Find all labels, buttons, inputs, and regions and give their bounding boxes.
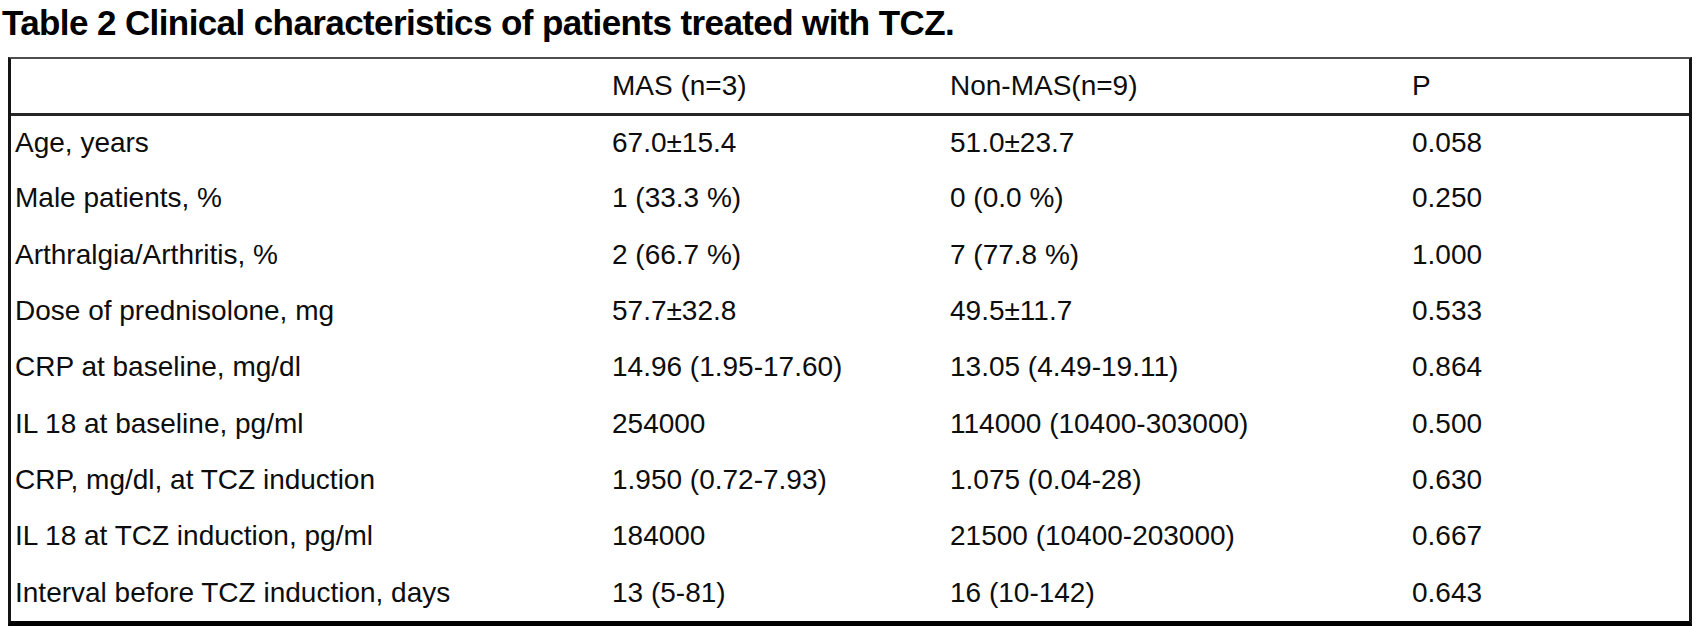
col-header-mas: MAS (n=3) bbox=[612, 59, 950, 114]
p-value: 0.250 bbox=[1412, 170, 1689, 226]
col-header-p: P bbox=[1412, 59, 1689, 114]
row-label: IL 18 at TCZ induction, pg/ml bbox=[11, 508, 612, 564]
non-mas-value: 16 (10-142) bbox=[950, 565, 1412, 621]
non-mas-value: 49.5±11.7 bbox=[950, 283, 1412, 339]
col-header-non-mas: Non-MAS(n=9) bbox=[950, 59, 1412, 114]
row-label: Male patients, % bbox=[11, 170, 612, 226]
table-row-interval-before-tcz: Interval before TCZ induction, days 13 (… bbox=[11, 565, 1689, 621]
header-row: MAS (n=3) Non-MAS(n=9) P bbox=[11, 59, 1689, 114]
table-row-prednisolone-dose: Dose of prednisolone, mg 57.7±32.8 49.5±… bbox=[11, 283, 1689, 339]
mas-value: 13 (5-81) bbox=[612, 565, 950, 621]
table-row-crp-tcz-induction: CRP, mg/dl, at TCZ induction 1.950 (0.72… bbox=[11, 452, 1689, 508]
col-header-characteristic bbox=[11, 59, 612, 114]
mas-value: 184000 bbox=[612, 508, 950, 564]
non-mas-value: 114000 (10400-303000) bbox=[950, 396, 1412, 452]
non-mas-value: 1.075 (0.04-28) bbox=[950, 452, 1412, 508]
non-mas-value: 13.05 (4.49-19.11) bbox=[950, 339, 1412, 395]
table-row-crp-baseline: CRP at baseline, mg/dl 14.96 (1.95-17.60… bbox=[11, 339, 1689, 395]
row-label: CRP at baseline, mg/dl bbox=[11, 339, 612, 395]
table-frame: MAS (n=3) Non-MAS(n=9) P Age, years 67.0… bbox=[8, 57, 1692, 626]
p-value: 0.058 bbox=[1412, 114, 1689, 170]
row-label: Arthralgia/Arthritis, % bbox=[11, 227, 612, 283]
mas-value: 57.7±32.8 bbox=[612, 283, 950, 339]
p-value: 0.864 bbox=[1412, 339, 1689, 395]
p-value: 0.643 bbox=[1412, 565, 1689, 621]
table-row-arthralgia: Arthralgia/Arthritis, % 2 (66.7 %) 7 (77… bbox=[11, 227, 1689, 283]
non-mas-value: 7 (77.8 %) bbox=[950, 227, 1412, 283]
non-mas-value: 0 (0.0 %) bbox=[950, 170, 1412, 226]
p-value: 0.630 bbox=[1412, 452, 1689, 508]
mas-value: 254000 bbox=[612, 396, 950, 452]
row-label: Age, years bbox=[11, 114, 612, 170]
p-value: 0.500 bbox=[1412, 396, 1689, 452]
row-label: Interval before TCZ induction, days bbox=[11, 565, 612, 621]
table-row-il18-baseline: IL 18 at baseline, pg/ml 254000 114000 (… bbox=[11, 396, 1689, 452]
mas-value: 1 (33.3 %) bbox=[612, 170, 950, 226]
table-title: Table 2 Clinical characteristics of pati… bbox=[2, 1, 954, 45]
mas-value: 1.950 (0.72-7.93) bbox=[612, 452, 950, 508]
mas-value: 14.96 (1.95-17.60) bbox=[612, 339, 950, 395]
non-mas-value: 51.0±23.7 bbox=[950, 114, 1412, 170]
row-label: Dose of prednisolone, mg bbox=[11, 283, 612, 339]
non-mas-value: 21500 (10400-203000) bbox=[950, 508, 1412, 564]
p-value: 0.533 bbox=[1412, 283, 1689, 339]
row-label: CRP, mg/dl, at TCZ induction bbox=[11, 452, 612, 508]
row-label: IL 18 at baseline, pg/ml bbox=[11, 396, 612, 452]
p-value: 0.667 bbox=[1412, 508, 1689, 564]
clinical-characteristics-table: MAS (n=3) Non-MAS(n=9) P Age, years 67.0… bbox=[11, 59, 1689, 621]
mas-value: 2 (66.7 %) bbox=[612, 227, 950, 283]
mas-value: 67.0±15.4 bbox=[612, 114, 950, 170]
table-row-il18-tcz-induction: IL 18 at TCZ induction, pg/ml 184000 215… bbox=[11, 508, 1689, 564]
table-row-age: Age, years 67.0±15.4 51.0±23.7 0.058 bbox=[11, 114, 1689, 170]
table-row-male-patients: Male patients, % 1 (33.3 %) 0 (0.0 %) 0.… bbox=[11, 170, 1689, 226]
p-value: 1.000 bbox=[1412, 227, 1689, 283]
